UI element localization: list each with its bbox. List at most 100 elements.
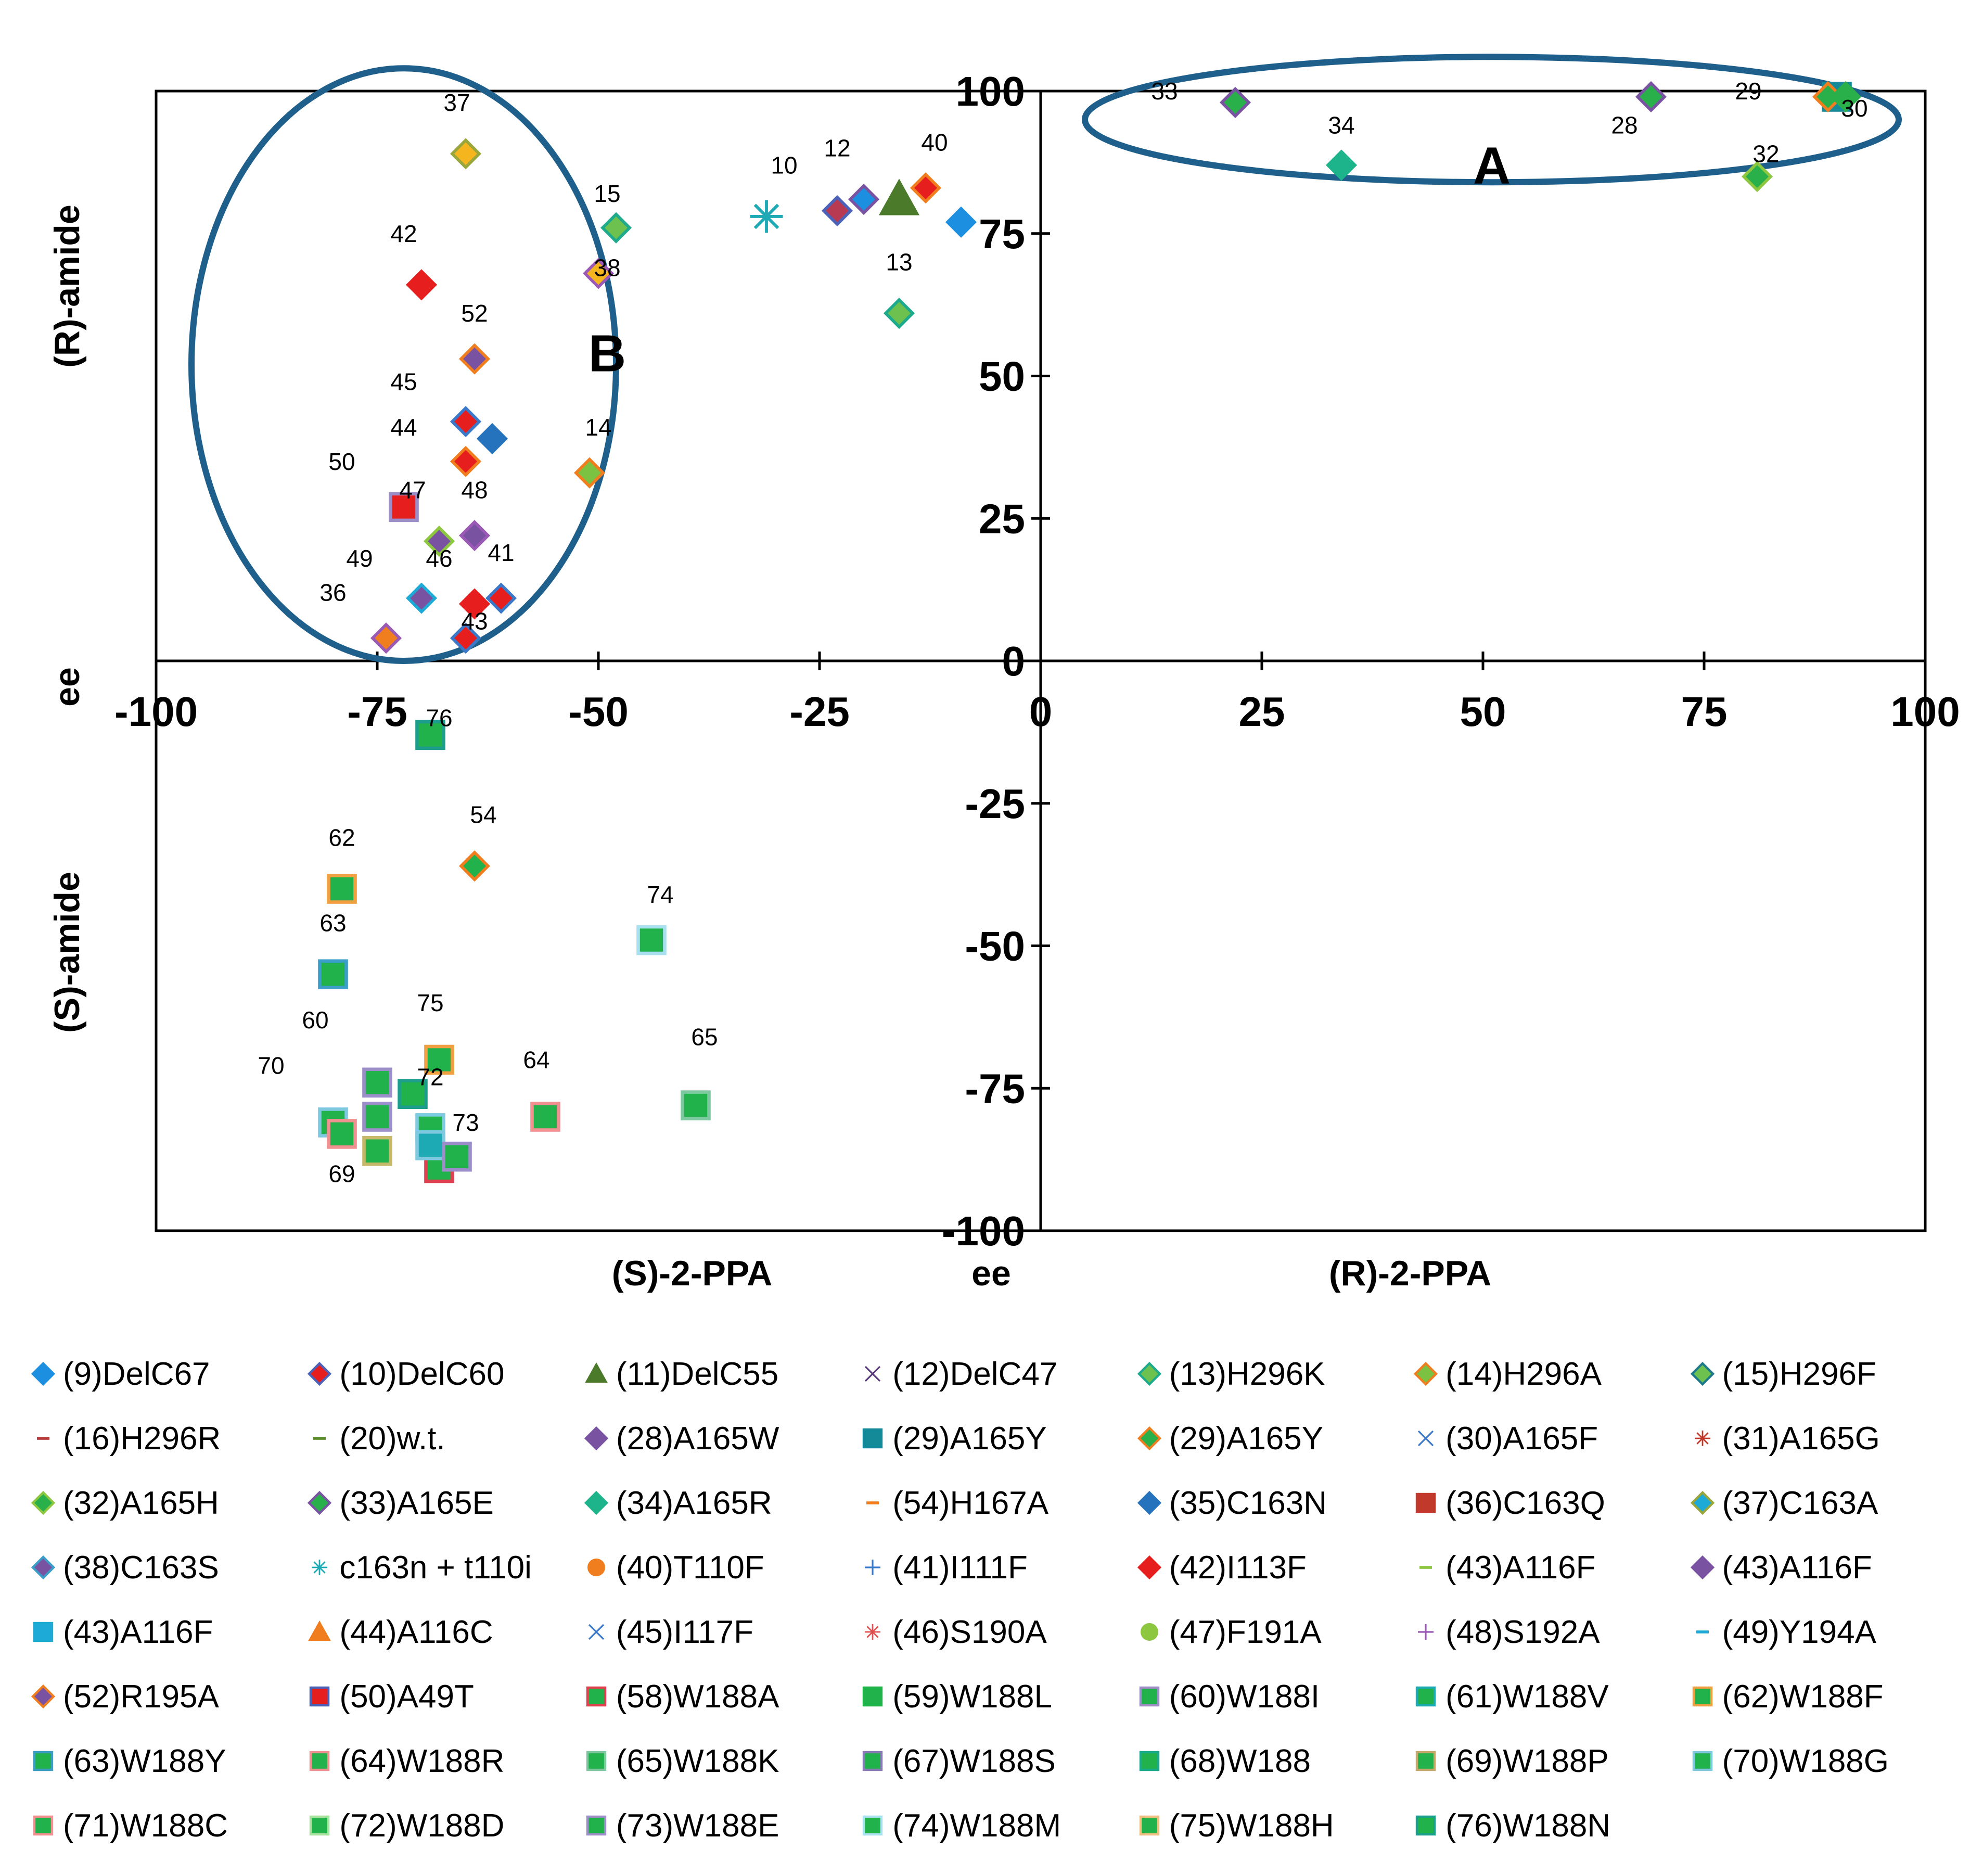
data-point xyxy=(582,258,615,289)
data-point xyxy=(370,622,402,654)
point-label: 63 xyxy=(319,910,346,937)
legend-entry: (40)T110F xyxy=(582,1547,858,1588)
point-label: 12 xyxy=(824,135,850,162)
point-label: 34 xyxy=(1328,112,1354,139)
point-label: 65 xyxy=(691,1024,718,1051)
legend-label: (48)S192A xyxy=(1445,1614,1600,1650)
legend-entry: (44)A116C xyxy=(305,1611,581,1653)
legend-marker-shape-shape xyxy=(585,1362,608,1383)
legend-marker-shape-shape xyxy=(1419,1566,1432,1569)
data-point-shape xyxy=(458,850,491,882)
point-labels: 33 34 28 29 30 32 37 15 38 42 52 45 44 14 50 47 48 49 46 41… xyxy=(258,78,1867,1188)
point-label: 50 xyxy=(328,448,355,475)
data-point-shape xyxy=(398,1079,428,1109)
data-point xyxy=(821,195,853,226)
data-point xyxy=(1635,81,1667,112)
legend-marker xyxy=(310,1815,330,1836)
data-point-shape xyxy=(573,457,606,489)
legend-marker-shape-shape xyxy=(1696,1630,1709,1633)
legend-marker-shape-shape xyxy=(31,1684,56,1709)
legend-marker-shape xyxy=(31,1490,56,1515)
point-label: 48 xyxy=(461,477,488,504)
data-point xyxy=(945,206,977,238)
legend-marker-shape xyxy=(1139,1686,1159,1707)
data-point-shape xyxy=(878,178,920,215)
data-point-shape xyxy=(450,138,482,170)
legend-marker xyxy=(1415,1686,1436,1707)
data-point xyxy=(362,1135,392,1166)
legend-marker xyxy=(33,1815,54,1836)
legend-entry: (54)H167A xyxy=(858,1482,1134,1524)
data-point-shape xyxy=(424,1044,454,1075)
point-label: 72 xyxy=(417,1063,443,1090)
legend-marker-shape xyxy=(865,1560,881,1575)
legend-label: (63)W188Y xyxy=(63,1743,226,1779)
legend-marker xyxy=(585,1362,608,1383)
legend-label: (34)A165R xyxy=(616,1485,772,1521)
legend-marker-shape xyxy=(1415,1751,1436,1771)
legend-marker-shape-shape xyxy=(1140,1623,1158,1641)
legend-entry: (49)Y194A xyxy=(1688,1611,1964,1653)
legend-entry: (43)A116F xyxy=(1411,1547,1687,1588)
data-point xyxy=(415,1130,445,1160)
legend-marker-shape-shape xyxy=(1137,1361,1161,1386)
legend-marker xyxy=(37,1437,49,1440)
data-point xyxy=(530,1102,560,1132)
legend-marker xyxy=(863,1428,883,1449)
legend-entry: (36)C163Q xyxy=(1411,1482,1687,1524)
legend-marker-shape-shape xyxy=(865,1560,881,1575)
legend-marker-shape-shape xyxy=(1137,1490,1161,1515)
legend-marker-shape xyxy=(585,1362,608,1383)
data-point xyxy=(450,138,482,170)
legend-entry: (52)R195A xyxy=(29,1676,305,1717)
legend-marker xyxy=(584,1490,608,1515)
legend-marker-shape-shape xyxy=(1415,1815,1436,1836)
legend-label: (72)W188D xyxy=(339,1807,505,1844)
legend-marker xyxy=(1139,1751,1159,1771)
legend-marker xyxy=(308,1361,332,1386)
legend-marker-shape-shape xyxy=(308,1620,331,1641)
point-label: 75 xyxy=(417,989,443,1016)
legend-marker xyxy=(313,1437,326,1440)
legend-label: (15)H296F xyxy=(1722,1356,1876,1392)
legend-marker xyxy=(31,1684,56,1709)
legend-entry: (15)H296F xyxy=(1688,1353,1964,1395)
data-points xyxy=(318,81,1862,1183)
region-ellipse-a xyxy=(1082,54,1902,186)
legend-marker-shape-shape xyxy=(310,1751,330,1771)
legend-marker xyxy=(1692,1751,1712,1771)
legend-marker xyxy=(1137,1555,1161,1580)
data-point-shape xyxy=(458,343,491,375)
legend-marker-shape xyxy=(312,1560,328,1575)
legend-marker-shape xyxy=(31,1361,56,1386)
legend-entry: (73)W188E xyxy=(582,1805,858,1846)
legend-marker xyxy=(1690,1490,1715,1515)
legend-marker xyxy=(863,1686,883,1707)
point-label: 14 xyxy=(585,414,611,441)
legend-entry: (65)W188K xyxy=(582,1740,858,1782)
legend-marker xyxy=(310,1751,330,1771)
legend-marker-shape-shape xyxy=(586,1686,607,1707)
legend-marker-shape xyxy=(1414,1361,1438,1386)
point-label: 32 xyxy=(1752,140,1779,167)
x-tick-label: -100 xyxy=(114,688,198,735)
data-point-shape xyxy=(450,622,482,654)
data-point-shape xyxy=(405,269,438,301)
data-point xyxy=(450,622,482,654)
point-label: 30 xyxy=(1841,95,1867,122)
legend-entry: (41)I111F xyxy=(858,1547,1134,1588)
legend-marker-shape xyxy=(586,1686,607,1707)
legend-marker xyxy=(1140,1623,1158,1641)
legend-marker xyxy=(1418,1624,1434,1640)
legend-marker-shape xyxy=(31,1684,56,1709)
legend-entry: (70)W188G xyxy=(1688,1740,1964,1782)
data-point-shape xyxy=(476,423,508,454)
legend-marker-shape-shape xyxy=(37,1437,49,1440)
data-point-shape xyxy=(750,200,783,233)
x-axis-label-center: ee xyxy=(971,1254,1011,1293)
data-point-shape xyxy=(485,582,517,614)
legend-label: (10)DelC60 xyxy=(339,1356,505,1392)
data-point xyxy=(600,212,632,244)
legend-entry: (64)W188R xyxy=(305,1740,581,1782)
data-point xyxy=(389,492,419,522)
